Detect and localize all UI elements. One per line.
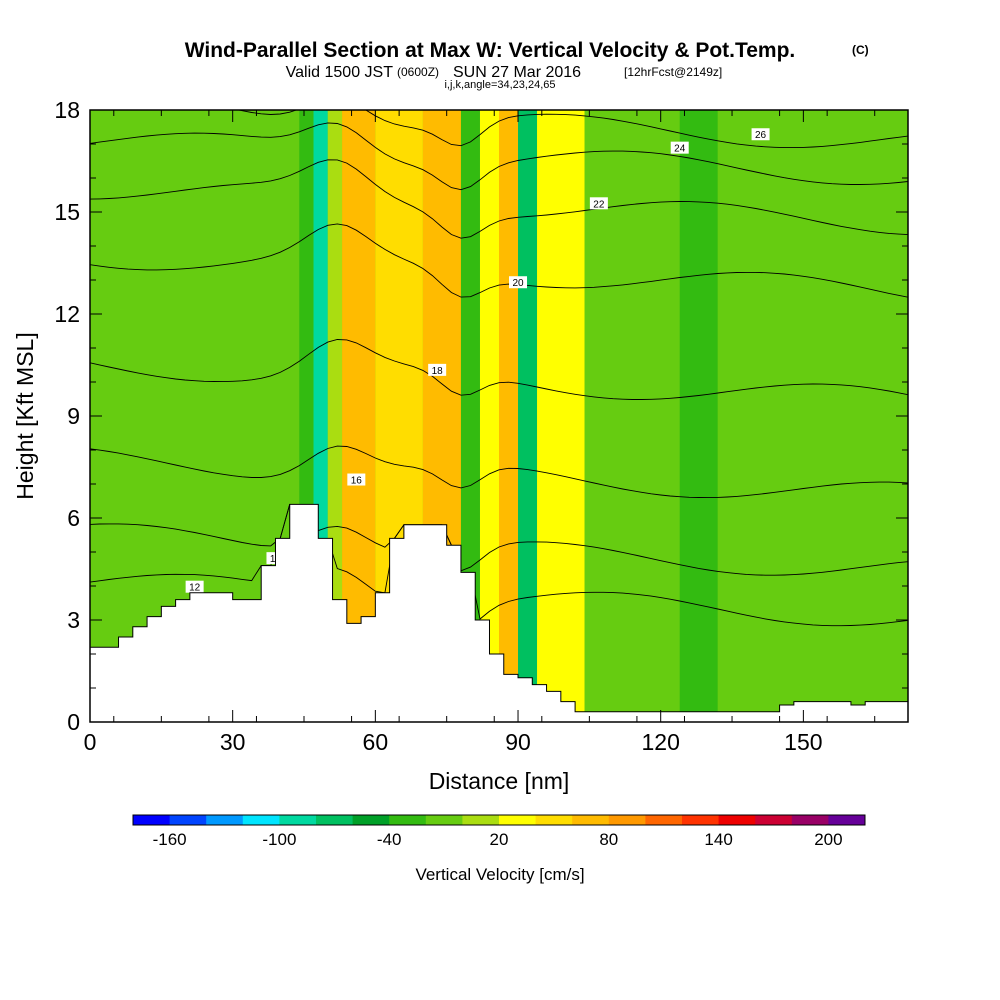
subtitle-utc: (0600Z) [397,65,439,79]
contour-label-24: 24 [670,141,689,155]
colorbar-swatch [169,815,207,825]
colorbar-swatch [572,815,610,825]
velocity-band [717,110,908,722]
colorbar-label: Vertical Velocity [cm/s] [415,865,584,884]
colorbar: -160 -100 -40 20 80 140 200 [132,814,866,849]
axis-ticks: 0 30 60 90 120 150 0 3 6 9 12 15 18 [54,97,908,755]
colorbar-tick-label: 200 [814,830,842,849]
x-tick-label: 150 [784,729,822,755]
contour-label-box [751,128,770,141]
colorbar-swatch [535,815,573,825]
colorbar-swatch [718,815,756,825]
contour-label-box [509,276,528,289]
colorbar-swatch [206,815,244,825]
velocity-band [479,110,499,722]
x-tick-label: 60 [363,729,389,755]
contour-label-text: 26 [755,130,767,141]
subtitle-valid: Valid 1500 JST [286,64,394,81]
contour-line-14 [90,503,908,576]
y-tick-label: 18 [54,97,80,123]
contour-line-22 [90,159,908,239]
x-tick-label: 120 [642,729,680,755]
colorbar-swatch [791,815,829,825]
subtitle: Valid 1500 JST (0600Z) SUN 27 Mar 2016 [… [286,64,723,81]
contour-label-box [428,363,447,376]
colorbar-tick-label: 140 [704,830,732,849]
colorbar-tick-label: 20 [490,830,509,849]
contour-label-26: 26 [751,128,770,141]
y-tick-label: 6 [67,505,80,531]
contour-label-text: 20 [512,278,524,289]
colorbar-tick-label: -100 [262,830,296,849]
colorbar-tick-label: 80 [599,830,618,849]
contour-label-22: 22 [589,197,608,210]
contour-label-text: 24 [674,144,686,155]
x-axis-label: Distance [nm] [429,768,570,794]
velocity-band [499,110,519,722]
colorbar-swatch [389,815,427,825]
colorbar-swatch [645,815,683,825]
x-tick-label: 90 [505,729,531,755]
y-tick-label: 12 [54,301,80,327]
colorbar-frame [132,814,866,826]
colorbar-tick-label: -40 [377,830,402,849]
y-tick-label: 0 [67,709,80,735]
colorbar-swatch [279,815,317,825]
contour-label-18: 18 [428,363,447,377]
velocity-band [679,110,718,722]
subtitle-date: SUN 27 Mar 2016 [453,64,581,81]
contour-line-12 [90,503,908,627]
colorbar-swatch [242,815,280,825]
contour-label-text: 22 [593,199,605,210]
contour-label-text: 16 [351,476,363,487]
colorbar-swatch [608,815,646,825]
colorbar-swatch [462,815,500,825]
plot-area: 1214161820222426 [90,110,908,722]
contour-line-26 [236,110,908,149]
contour-label-box [185,580,204,593]
contour-label-16: 16 [347,473,366,487]
contour-line-16 [90,445,908,499]
velocity-band [584,110,680,722]
y-tick-label: 15 [54,199,80,225]
title-mark: (C) [852,43,869,57]
colorbar-swatch [352,815,390,825]
contour-label-box [589,197,608,210]
colorbar-swatch [133,815,171,825]
terrain [90,503,908,722]
contour-label-box [347,473,366,486]
y-tick-label: 9 [67,403,80,429]
x-tick-label: 30 [220,729,246,755]
colorbar-swatch [682,815,720,825]
colorbar-swatch [499,815,537,825]
colorbar-swatch [828,815,866,825]
contour-line-18 [90,339,908,400]
contour-label-text: 18 [432,366,444,377]
pot-temp-contours: 1214161820222426 [90,110,908,627]
contour-label-box [670,141,689,154]
colorbar-swatch [755,815,793,825]
contour-label-12: 12 [185,580,204,594]
velocity-band [518,110,538,722]
contour-line-24 [90,122,908,191]
y-axis-label: Height [Kft MSL] [12,332,38,499]
chart-title: Wind-Parallel Section at Max W: Vertical… [185,39,796,62]
contour-label-text: 12 [189,583,201,594]
colorbar-swatch [425,815,463,825]
colorbar-tick-label: -160 [153,830,187,849]
contour-line-20 [90,223,908,298]
colorbar-swatch [316,815,354,825]
velocity-band [537,110,585,722]
contour-label-20: 20 [509,276,528,289]
y-tick-label: 3 [67,607,80,633]
subtitle-indices: i,j,k,angle=34,23,24,65 [444,79,555,91]
subtitle-forecast: [12hrFcst@2149z] [624,65,722,79]
x-tick-label: 0 [84,729,97,755]
